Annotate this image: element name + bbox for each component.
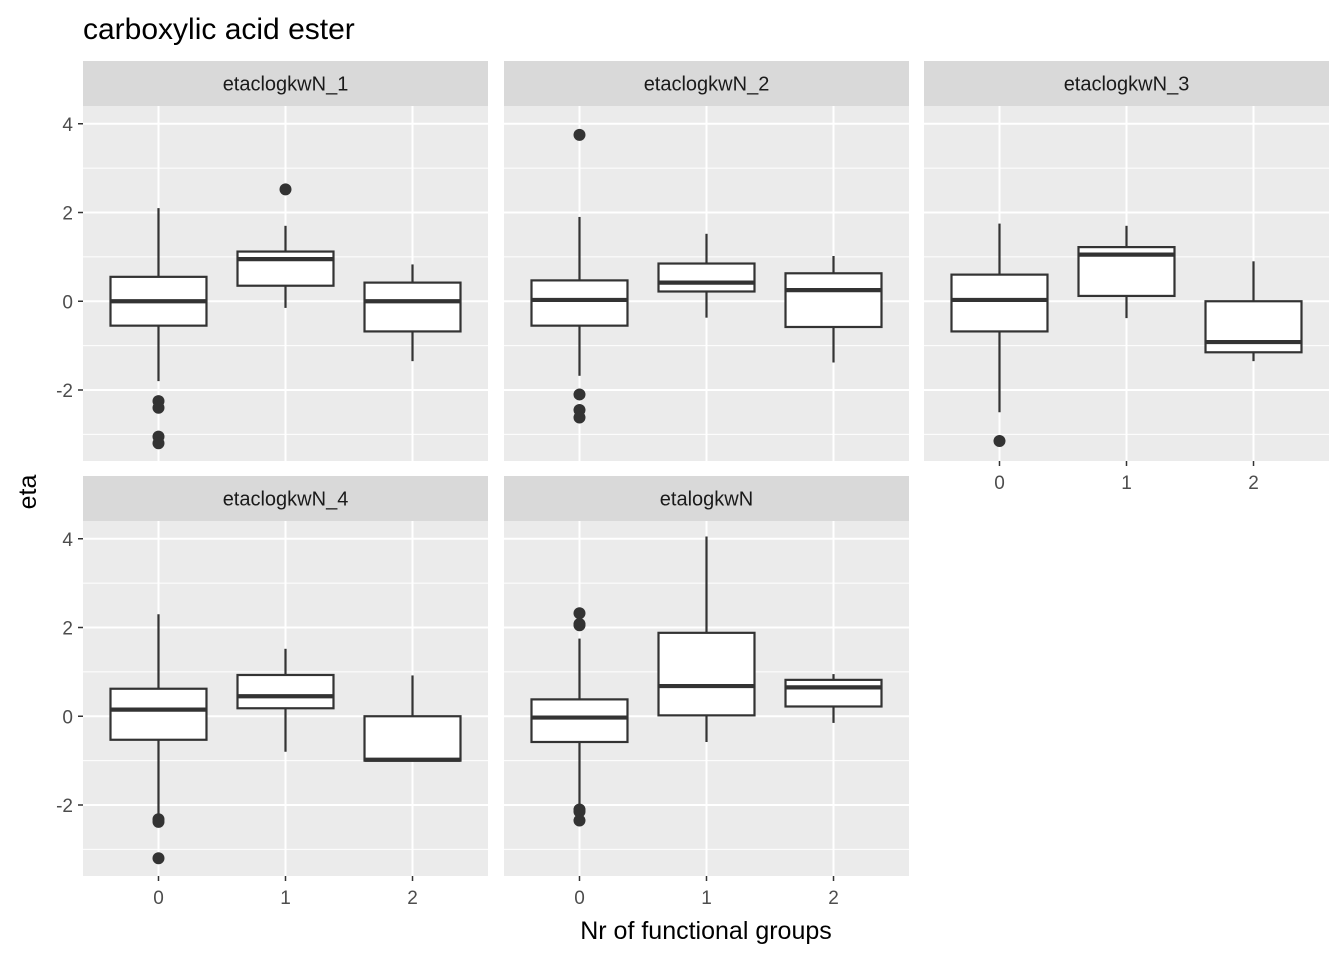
x-tick-label: 2 (1248, 473, 1259, 494)
box-etaclogkwN_4-2 (363, 675, 462, 762)
facet-strip-label: etalogkwN (660, 489, 753, 511)
box-etalogkwN-0 (530, 607, 629, 827)
box-etaclogkwN_2-0 (530, 128, 629, 424)
box-etaclogkwN_4-0 (109, 614, 208, 865)
x-tick-label: 1 (280, 888, 291, 909)
x-tick-label: 2 (828, 888, 839, 909)
outlier-point (573, 805, 586, 818)
outlier-point (573, 128, 586, 141)
box-iqr (950, 273, 1049, 333)
box-etaclogkwN_1-2 (363, 264, 462, 362)
box-etalogkwN-1 (657, 536, 756, 742)
outlier-point (152, 401, 165, 414)
box-etaclogkwN_1-0 (109, 208, 208, 450)
facet-panel-etaclogkwN_4: etaclogkwN_4 -2 0 2 4 0 1 2 (56, 476, 488, 909)
box-etaclogkwN_4-1 (236, 648, 335, 752)
x-tick-label: 0 (994, 473, 1005, 494)
y-tick-label: 0 (62, 707, 73, 728)
y-tick-label: 4 (62, 115, 73, 136)
facet-strip-label: etaclogkwN_4 (223, 489, 349, 511)
y-axis-title: eta (14, 475, 42, 510)
box-iqr (530, 698, 629, 744)
facet-panel-etaclogkwN_1: etaclogkwN_1 -2 0 2 4 (56, 61, 488, 461)
y-tick-label: 2 (62, 204, 73, 225)
x-tick-label: 2 (407, 888, 418, 909)
box-iqr (784, 272, 883, 329)
box-etaclogkwN_3-0 (950, 223, 1049, 448)
box-iqr (657, 262, 756, 293)
x-tick-label: 1 (1121, 473, 1132, 494)
x-tick-label: 1 (701, 888, 712, 909)
box-iqr (657, 631, 756, 717)
outlier-point (152, 815, 165, 828)
box-etaclogkwN_3-1 (1077, 225, 1176, 319)
outlier-point (573, 388, 586, 401)
y-tick-label: 0 (62, 292, 73, 313)
facet-strip (504, 61, 909, 106)
x-axis-title: Nr of functional groups (580, 917, 832, 945)
outlier-point (279, 183, 292, 196)
x-tick-label: 0 (153, 888, 164, 909)
box-etaclogkwN_2-1 (657, 233, 756, 318)
x-tick-label: 0 (574, 888, 585, 909)
outlier-point (993, 435, 1006, 448)
facet-strip-label: etaclogkwN_1 (223, 74, 349, 96)
box-etaclogkwN_1-1 (236, 183, 335, 308)
y-tick-label: 4 (62, 530, 73, 551)
chart-title: carboxylic acid ester (83, 13, 355, 46)
facet-strip (924, 61, 1329, 106)
box-iqr (784, 678, 883, 708)
outlier-point (573, 617, 586, 630)
outlier-point (573, 814, 586, 827)
facet-strip (83, 61, 488, 106)
box-iqr (363, 715, 462, 762)
box-etaclogkwN_3-2 (1204, 261, 1303, 362)
y-tick-label: 2 (62, 619, 73, 640)
box-iqr (1204, 300, 1303, 354)
facet-panel-etaclogkwN_2: etaclogkwN_2 (504, 61, 909, 461)
facet-strip (504, 476, 909, 521)
facet-panels: etaclogkwN_1 -2 0 2 4 etaclogkwN_2 etaclogkwN_… (56, 61, 1329, 909)
facet-strip-label: etaclogkwN_3 (1064, 74, 1190, 96)
outlier-point (152, 437, 165, 450)
y-tick-label: -2 (56, 796, 73, 817)
facet-strip (83, 476, 488, 521)
box-etaclogkwN_2-2 (784, 255, 883, 363)
facet-strip-label: etaclogkwN_2 (644, 74, 770, 96)
box-iqr (109, 687, 208, 741)
y-tick-label: -2 (56, 381, 73, 402)
box-iqr (236, 250, 335, 287)
outlier-point (152, 852, 165, 865)
facet-panel-etalogkwN: etalogkwN 0 1 2 (504, 476, 909, 909)
box-iqr (530, 279, 629, 327)
outlier-point (573, 411, 586, 424)
facet-panel-etaclogkwN_3: etaclogkwN_3 0 1 2 (924, 61, 1329, 494)
outlier-point (573, 607, 586, 620)
box-iqr (236, 673, 335, 710)
box-etalogkwN-2 (784, 674, 883, 723)
box-iqr (363, 281, 462, 333)
